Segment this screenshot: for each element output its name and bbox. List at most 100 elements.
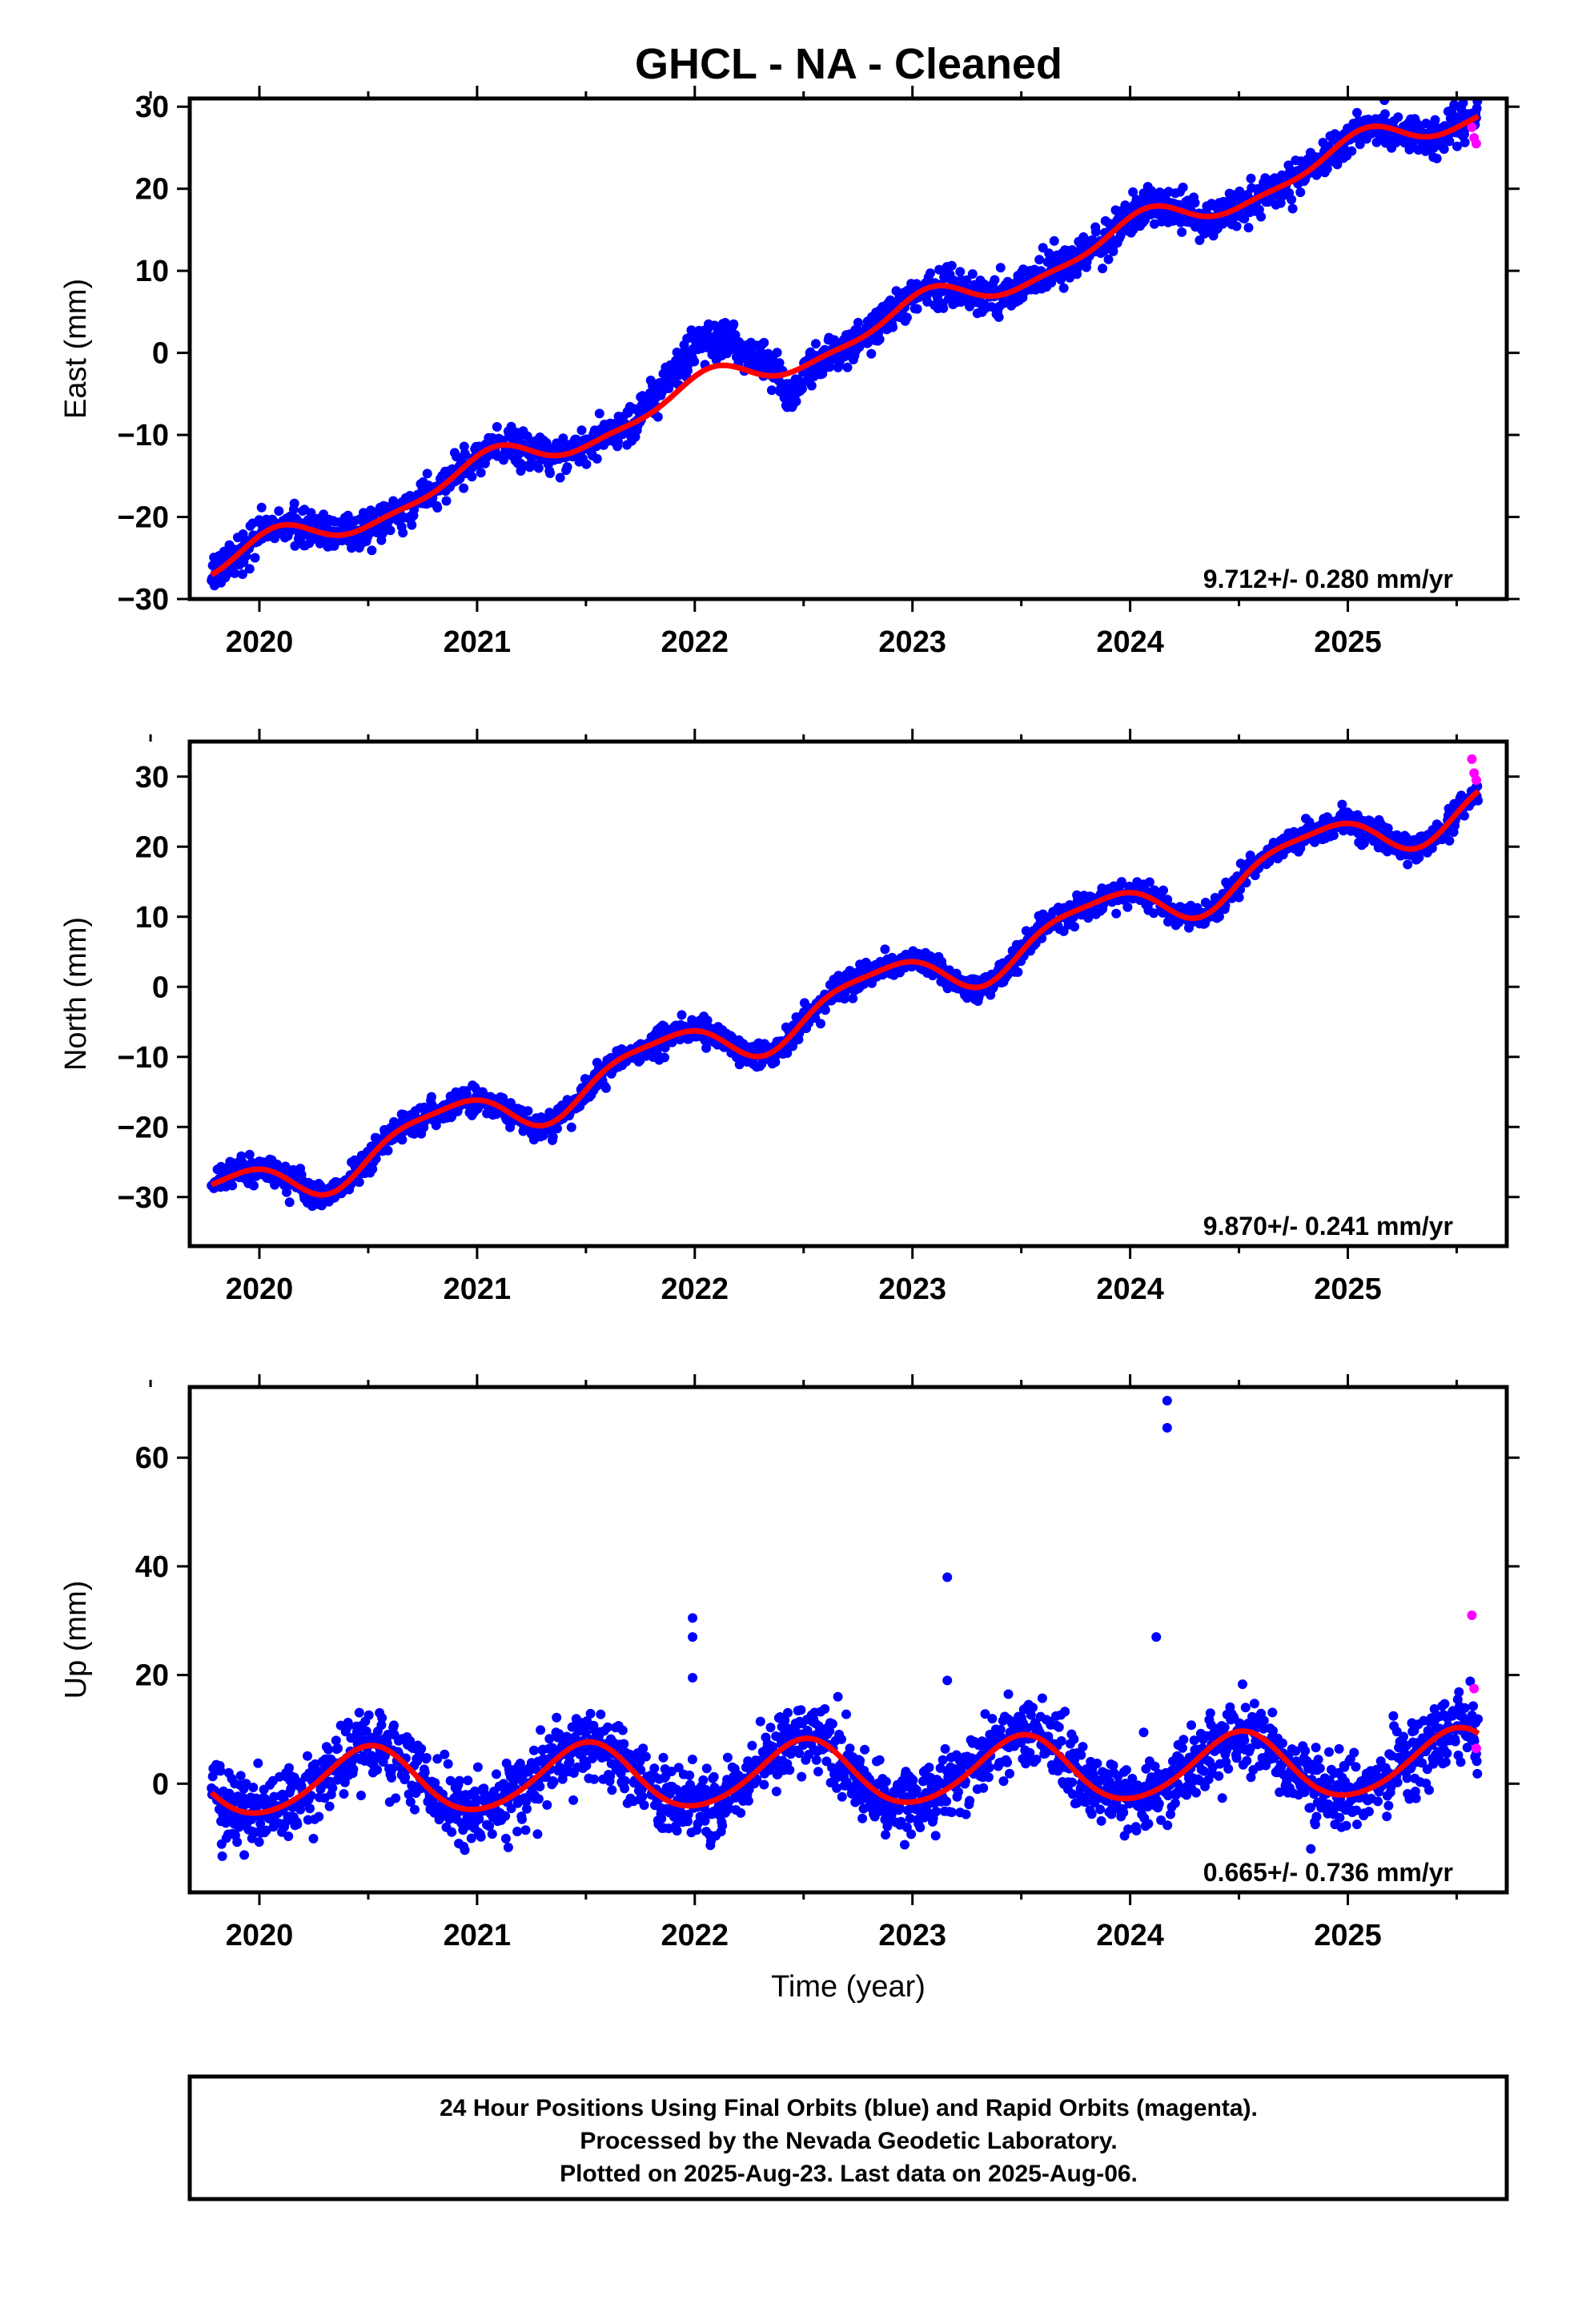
- final-point: [1414, 852, 1424, 862]
- final-point: [476, 1831, 486, 1842]
- final-point: [1177, 227, 1187, 237]
- final-point: [558, 433, 568, 444]
- final-point: [1472, 103, 1482, 114]
- final-point: [422, 468, 432, 479]
- final-point: [217, 1851, 227, 1861]
- final-point: [460, 1845, 470, 1856]
- final-point: [295, 1804, 306, 1815]
- velocity-label: 9.712+/- 0.280 mm/yr: [1203, 565, 1453, 593]
- x-axis-label: Time (year): [771, 1970, 926, 2004]
- final-point: [581, 1760, 592, 1771]
- final-point: [548, 1777, 559, 1787]
- final-point: [432, 1754, 443, 1764]
- final-point: [1098, 263, 1108, 274]
- final-point: [308, 1833, 319, 1844]
- x-tick-label: 2023: [878, 1919, 946, 1952]
- final-point: [426, 1092, 436, 1102]
- final-point: [866, 348, 877, 359]
- final-point: [445, 1775, 456, 1786]
- final-point: [620, 1775, 630, 1786]
- final-point: [1162, 895, 1173, 905]
- final-point: [601, 1083, 611, 1093]
- final-point: [1295, 187, 1306, 198]
- final-orbit-points: [207, 99, 1483, 591]
- final-point: [284, 1763, 294, 1773]
- final-point: [568, 1795, 579, 1805]
- rapid-point: [1471, 775, 1481, 786]
- final-point: [387, 1772, 396, 1783]
- final-point: [460, 450, 471, 460]
- final-point: [470, 1786, 480, 1796]
- final-point: [1178, 183, 1188, 192]
- final-point: [922, 296, 933, 307]
- final-point: [1090, 227, 1101, 237]
- tick-marks: [149, 1374, 1520, 1905]
- final-point: [447, 1827, 457, 1837]
- final-point: [1460, 810, 1469, 821]
- final-point: [1322, 163, 1332, 174]
- final-point: [389, 1720, 399, 1731]
- final-point: [459, 483, 469, 493]
- final-point: [244, 1149, 255, 1160]
- final-point: [1393, 112, 1403, 123]
- final-point: [463, 1775, 473, 1786]
- final-point: [1128, 187, 1138, 197]
- final-point: [503, 1842, 513, 1852]
- final-point: [1452, 141, 1462, 151]
- final-point: [323, 1744, 334, 1755]
- final-point: [1116, 877, 1126, 887]
- final-point: [241, 551, 251, 561]
- final-point: [249, 1180, 259, 1191]
- final-point: [576, 425, 587, 436]
- final-point: [774, 358, 785, 368]
- final-point: [554, 1729, 564, 1739]
- final-point: [874, 334, 885, 344]
- y-tick-label: 40: [135, 1550, 169, 1584]
- final-point: [397, 1135, 408, 1145]
- final-point: [261, 1825, 271, 1835]
- final-point: [791, 396, 801, 407]
- x-tick-label: 2025: [1314, 1273, 1382, 1306]
- model-fit-curve: [210, 113, 1480, 577]
- y-tick-label: −20: [118, 501, 169, 535]
- y-tick-label: 30: [135, 761, 169, 794]
- final-point: [522, 1803, 532, 1814]
- final-point: [472, 1795, 482, 1806]
- x-tick-label: 2022: [661, 625, 729, 659]
- final-point: [806, 380, 817, 391]
- final-point: [605, 1771, 616, 1781]
- final-point: [367, 545, 377, 556]
- final-point: [853, 317, 863, 328]
- final-point: [467, 472, 477, 482]
- final-point: [585, 1708, 596, 1719]
- x-tick-label: 2021: [444, 1919, 512, 1952]
- final-point: [1337, 799, 1347, 810]
- final-point: [521, 1796, 532, 1807]
- x-tick-label: 2022: [661, 1273, 729, 1306]
- final-point: [1239, 214, 1250, 223]
- final-point: [990, 275, 1000, 285]
- final-point: [412, 1756, 422, 1767]
- final-point: [517, 1814, 527, 1824]
- final-point: [232, 1837, 243, 1848]
- final-point: [548, 1132, 558, 1142]
- y-tick-label: 10: [135, 901, 169, 935]
- final-point: [1458, 99, 1468, 108]
- final-point: [1108, 246, 1118, 256]
- final-point: [532, 1829, 543, 1839]
- final-point: [566, 1122, 576, 1132]
- final-point: [995, 263, 1006, 273]
- final-point: [1047, 274, 1058, 284]
- final-point: [515, 1759, 525, 1768]
- x-tick-label: 2023: [878, 1273, 946, 1306]
- final-point: [372, 1765, 383, 1775]
- y-tick-label: −30: [118, 1181, 169, 1215]
- x-tick-label: 2020: [226, 625, 294, 659]
- x-tick-label: 2024: [1096, 1919, 1164, 1952]
- final-point: [500, 1811, 511, 1821]
- final-point: [421, 1753, 432, 1763]
- final-point: [594, 408, 604, 419]
- y-tick-label: −10: [118, 419, 169, 452]
- final-point: [616, 1768, 626, 1779]
- final-point: [962, 275, 972, 285]
